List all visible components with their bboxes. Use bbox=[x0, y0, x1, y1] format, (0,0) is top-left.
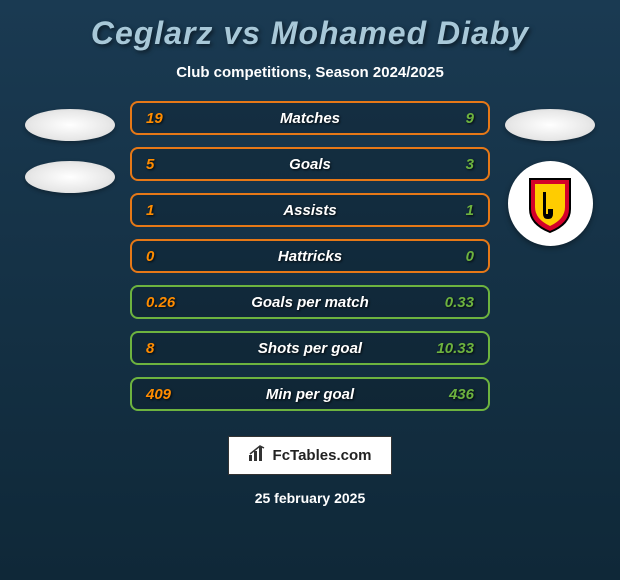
stat-row: 1 Assists 1 bbox=[130, 193, 490, 227]
player-badge-ellipse bbox=[25, 109, 115, 141]
player-badge-ellipse bbox=[25, 161, 115, 193]
stats-table: 19 Matches 9 5 Goals 3 1 Assists 1 0 Hattricks 0 0.2… bbox=[130, 101, 490, 411]
shield-icon bbox=[525, 174, 575, 234]
stat-label: Assists bbox=[283, 202, 336, 219]
stat-row: 5 Goals 3 bbox=[130, 147, 490, 181]
page-title: Ceglarz vs Mohamed Diaby bbox=[91, 15, 529, 52]
club-badge bbox=[508, 161, 593, 246]
stat-value-right: 436 bbox=[424, 386, 474, 403]
stat-label: Shots per goal bbox=[258, 340, 362, 357]
stat-value-right: 10.33 bbox=[424, 340, 474, 357]
chart-icon bbox=[249, 445, 267, 466]
stat-label: Goals per match bbox=[251, 294, 369, 311]
stat-row: 0.26 Goals per match 0.33 bbox=[130, 285, 490, 319]
brand-link[interactable]: FcTables.com bbox=[228, 436, 393, 475]
stat-label: Hattricks bbox=[278, 248, 342, 265]
stat-value-right: 1 bbox=[424, 202, 474, 219]
stat-label: Matches bbox=[280, 110, 340, 127]
left-badges bbox=[20, 101, 120, 193]
brand-text: FcTables.com bbox=[273, 447, 372, 464]
subtitle: Club competitions, Season 2024/2025 bbox=[176, 64, 444, 81]
stat-value-left: 0.26 bbox=[146, 294, 196, 311]
stat-value-left: 19 bbox=[146, 110, 196, 127]
content-area: 19 Matches 9 5 Goals 3 1 Assists 1 0 Hattricks 0 0.2… bbox=[10, 101, 610, 411]
stat-label: Goals bbox=[289, 156, 331, 173]
stat-row: 8 Shots per goal 10.33 bbox=[130, 331, 490, 365]
stat-value-right: 9 bbox=[424, 110, 474, 127]
stat-label: Min per goal bbox=[266, 386, 354, 403]
stat-value-left: 1 bbox=[146, 202, 196, 219]
stat-value-right: 0 bbox=[424, 248, 474, 265]
stat-row: 409 Min per goal 436 bbox=[130, 377, 490, 411]
stat-value-right: 3 bbox=[424, 156, 474, 173]
date-text: 25 february 2025 bbox=[255, 490, 366, 506]
stat-value-left: 409 bbox=[146, 386, 196, 403]
stat-value-left: 5 bbox=[146, 156, 196, 173]
footer: FcTables.com 25 february 2025 bbox=[228, 436, 393, 506]
stat-value-left: 0 bbox=[146, 248, 196, 265]
right-badges bbox=[500, 101, 600, 246]
stat-value-left: 8 bbox=[146, 340, 196, 357]
stat-row: 0 Hattricks 0 bbox=[130, 239, 490, 273]
player-badge-ellipse bbox=[505, 109, 595, 141]
stat-value-right: 0.33 bbox=[424, 294, 474, 311]
stat-row: 19 Matches 9 bbox=[130, 101, 490, 135]
